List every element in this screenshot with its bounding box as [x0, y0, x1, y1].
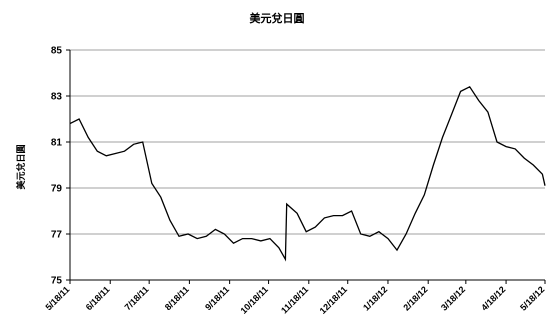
x-tick-label: 3/18/12 — [439, 284, 467, 312]
x-tick-label: 8/18/11 — [163, 284, 191, 312]
x-tick-label: 1/18/12 — [361, 284, 389, 312]
x-tick-label: 12/18/11 — [318, 284, 349, 315]
x-tick-label: 5/18/11 — [43, 284, 71, 312]
y-tick-label: 83 — [51, 92, 63, 103]
x-tick-label: 4/18/12 — [479, 284, 507, 312]
axes — [69, 50, 545, 281]
x-tick-label: 11/18/11 — [279, 284, 310, 315]
x-tick-label: 6/18/11 — [84, 284, 112, 312]
x-tick-labels: 5/18/11 6/18/11 7/18/11 8/18/11 9/18/11 10/18… — [43, 280, 546, 316]
x-tick-label: 2/18/12 — [401, 284, 429, 312]
y-tick-label: 77 — [51, 230, 63, 241]
y-tick-label: 75 — [51, 276, 63, 287]
x-tick-label: 7/18/11 — [123, 284, 151, 312]
x-tick-label: 5/18/12 — [518, 284, 546, 312]
y-tick-label: 85 — [51, 46, 63, 57]
gridlines — [70, 49, 545, 235]
chart-title: 美元兌日圓 — [250, 11, 305, 25]
x-tick-label: 9/18/11 — [203, 284, 231, 312]
y-tick-label: 81 — [51, 138, 63, 149]
series-line — [69, 85, 546, 262]
series-layer — [69, 85, 546, 262]
x-tick-label: 10/18/11 — [238, 284, 269, 315]
y-axis-label: 美元兌日圓 — [15, 144, 26, 189]
y-tick-labels: 75 77 79 81 83 85 — [51, 46, 70, 287]
y-tick-label: 79 — [51, 184, 63, 195]
